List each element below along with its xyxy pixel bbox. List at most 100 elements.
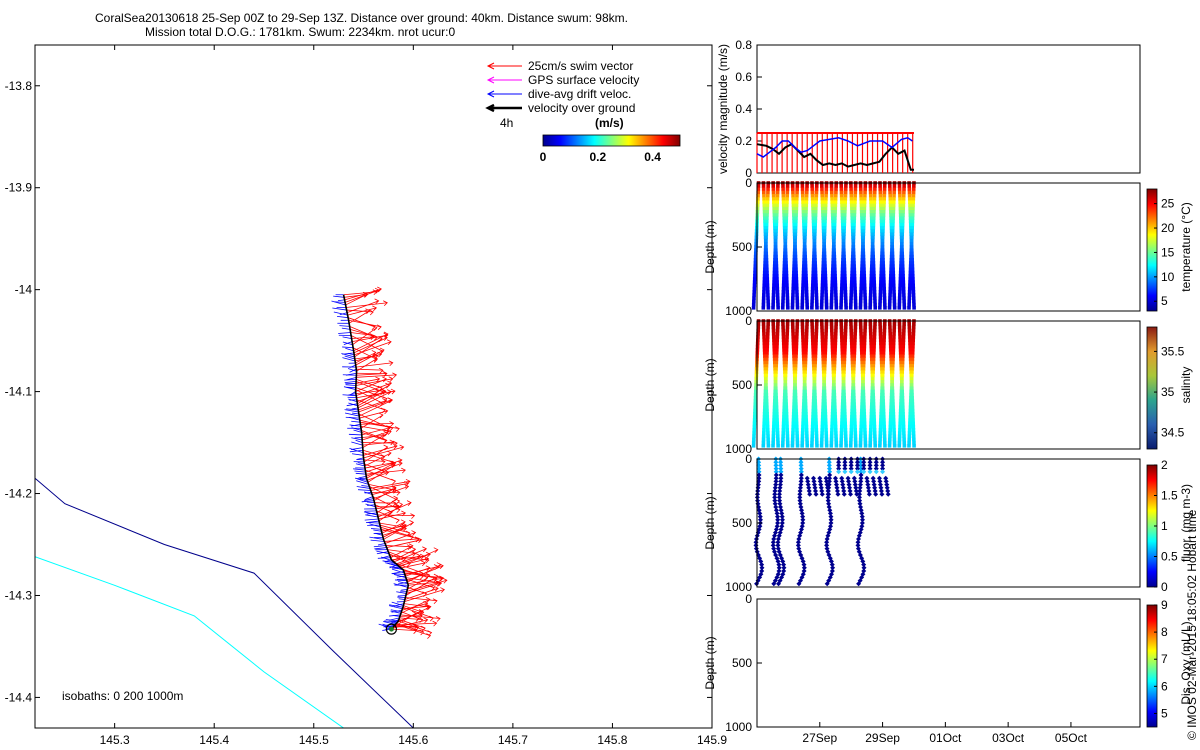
profile-sample — [795, 293, 799, 297]
profile-sample — [900, 370, 905, 374]
profile-sample — [850, 402, 855, 406]
profile-sample — [853, 290, 857, 294]
profile-sample — [911, 415, 915, 419]
profile-sample — [791, 293, 795, 297]
profile-sample — [775, 197, 780, 201]
profile-sample — [892, 428, 896, 432]
profile-sample — [782, 213, 786, 217]
swim-vector — [353, 333, 389, 352]
profile-cast — [819, 319, 829, 448]
swim-vector-head — [442, 577, 448, 584]
profile-sample — [862, 280, 867, 284]
profile-sample — [842, 270, 847, 275]
profile-sample — [859, 200, 864, 204]
profile-sample — [772, 402, 777, 406]
profile-sample — [871, 219, 876, 224]
profile-sample — [774, 405, 779, 410]
profile-sample — [814, 424, 818, 429]
profile-sample — [870, 245, 875, 249]
profile-sample — [901, 424, 906, 429]
profile-sample — [812, 238, 817, 243]
profile-sample — [814, 200, 818, 204]
profile-sample — [889, 274, 893, 278]
swim-vector-head — [383, 430, 389, 437]
profile-sample — [850, 354, 855, 358]
profile-sample — [775, 280, 779, 284]
profile-sample — [912, 322, 916, 326]
fluor-sample — [773, 507, 779, 513]
profile-sample — [878, 437, 882, 442]
profile-sample — [773, 386, 778, 390]
profile-sample — [833, 197, 838, 201]
profile-sample — [820, 296, 824, 300]
profile-sample — [882, 187, 887, 192]
swim-vector-head — [395, 490, 401, 496]
colorbar-tick-label: 1 — [1161, 519, 1168, 533]
profile-sample — [869, 412, 874, 416]
profile-sample — [872, 428, 877, 432]
profile-sample — [841, 258, 845, 262]
profile-sample — [790, 437, 795, 442]
swim-vector-head — [439, 575, 445, 582]
profile-sample — [812, 386, 816, 390]
profile-sample — [888, 424, 893, 429]
depth-ytick-label: 0 — [745, 314, 752, 328]
fluor-sample — [879, 491, 885, 497]
profile-sample — [899, 396, 903, 400]
swim-vector-head — [408, 543, 414, 549]
profile-sample — [804, 293, 809, 297]
profile-sample — [794, 200, 799, 204]
profile-sample — [794, 354, 798, 358]
profile-sample — [840, 264, 845, 268]
profile-sample — [860, 254, 865, 259]
fluor-sample — [866, 488, 872, 494]
profile-sample — [771, 437, 776, 442]
swim-vector — [378, 503, 403, 522]
profile-sample — [782, 399, 787, 403]
profile-sample — [911, 197, 916, 201]
fluor-sample — [861, 469, 867, 475]
profile-sample — [852, 274, 857, 278]
profile-sample — [814, 418, 818, 422]
profile-sample — [878, 431, 883, 435]
profile-sample — [810, 184, 814, 188]
legend-drift-label: dive-avg drift veloc. — [528, 87, 631, 101]
profile-sample — [794, 348, 799, 352]
profile-sample — [821, 258, 826, 262]
profile-sample — [830, 351, 835, 355]
profile-sample — [775, 424, 780, 429]
profile-sample — [889, 261, 894, 265]
profile-sample — [889, 264, 894, 268]
profile-sample — [842, 226, 846, 230]
profile-sample — [765, 200, 770, 204]
profile-sample — [892, 332, 896, 336]
profile-sample — [785, 424, 789, 429]
profile-sample — [840, 200, 844, 204]
profile-sample — [862, 405, 866, 410]
profile-sample — [883, 444, 887, 448]
profile-sample — [782, 258, 787, 262]
profile-sample — [889, 389, 894, 394]
profile-sample — [908, 399, 913, 403]
profile-sample — [841, 380, 846, 384]
profile-sample — [774, 373, 778, 378]
drift-vector — [401, 588, 408, 591]
profile-sample — [843, 328, 848, 333]
profile-sample — [891, 344, 896, 349]
colorbar-tick-label: 10 — [1161, 270, 1175, 284]
profile-sample — [908, 405, 913, 410]
profile-sample — [771, 332, 776, 336]
fluor-sample — [774, 510, 780, 516]
map-xtick-label: 145.9 — [697, 733, 727, 747]
fluor-sample — [778, 475, 784, 481]
profile-sample — [811, 341, 815, 346]
profile-sample — [833, 277, 838, 281]
profile-sample — [849, 299, 853, 304]
profile-sample — [882, 277, 886, 281]
swim-vector — [375, 505, 399, 510]
map-axes-frame — [34, 44, 713, 729]
profile-sample — [899, 354, 903, 358]
profile-sample — [765, 424, 770, 429]
profile-sample — [781, 335, 786, 339]
